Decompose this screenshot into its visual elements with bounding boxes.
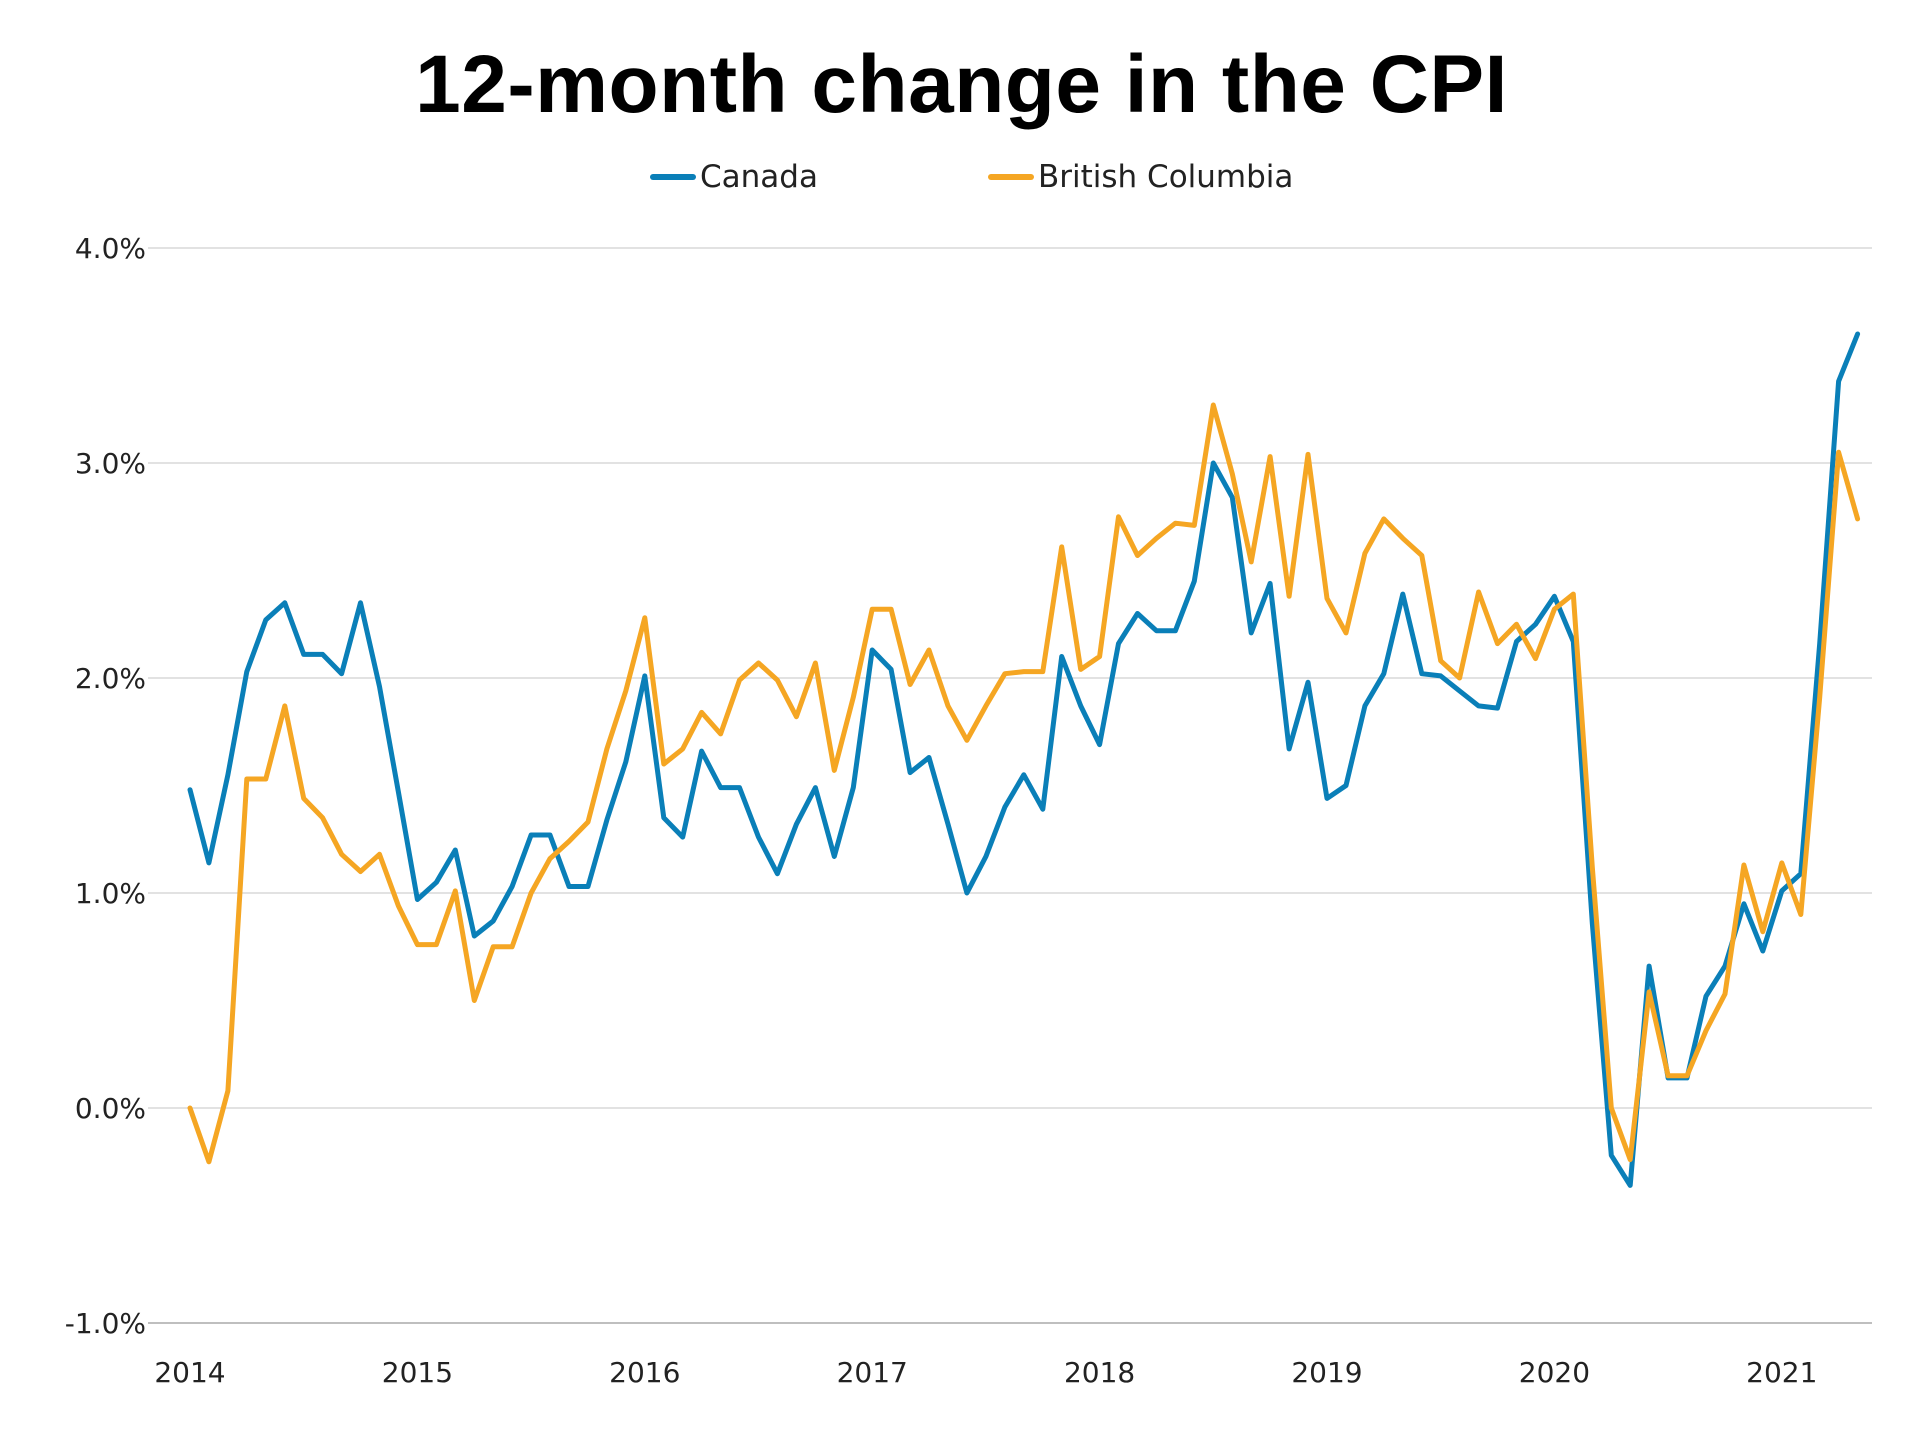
grid-lines xyxy=(148,247,1872,1324)
chart-title: 12-month change in the CPI xyxy=(415,39,1508,130)
legend-item-british-columbia: British Columbia xyxy=(988,152,1293,202)
legend-item-canada: Canada xyxy=(650,152,818,202)
x-tick-label: 2021 xyxy=(1746,1356,1817,1389)
legend-label-british-columbia: British Columbia xyxy=(1038,159,1294,195)
y-tick-label: 1.0% xyxy=(75,877,146,910)
series-line-british-columbia xyxy=(187,402,1861,1165)
x-tick-label: 2019 xyxy=(1291,1356,1362,1389)
y-tick-label: 4.0% xyxy=(75,232,146,265)
series-line-canada xyxy=(187,331,1861,1188)
x-tick-label: 2020 xyxy=(1519,1356,1590,1389)
series-lines xyxy=(187,331,1861,1188)
x-tick-label: 2017 xyxy=(837,1356,908,1389)
chart-legend: Canada British Columbia xyxy=(0,152,1923,202)
legend-swatch-british-columbia xyxy=(988,174,1034,180)
x-tick-label: 2015 xyxy=(382,1356,453,1389)
x-tick-label: 2014 xyxy=(154,1356,225,1389)
x-tick-label: 2018 xyxy=(1064,1356,1135,1389)
y-tick-label: 2.0% xyxy=(75,662,146,695)
legend-swatch-canada xyxy=(650,174,696,180)
legend-label-canada: Canada xyxy=(700,159,818,195)
axes: 4.0% 3.0% 2.0% 1.0% 0.0% -1.0%2014 2015 2016 201… xyxy=(65,232,1818,1389)
y-tick-label: 0.0% xyxy=(75,1092,146,1125)
x-tick-label: 2016 xyxy=(609,1356,680,1389)
y-tick-label: -1.0% xyxy=(65,1307,146,1340)
y-tick-label: 3.0% xyxy=(75,447,146,480)
